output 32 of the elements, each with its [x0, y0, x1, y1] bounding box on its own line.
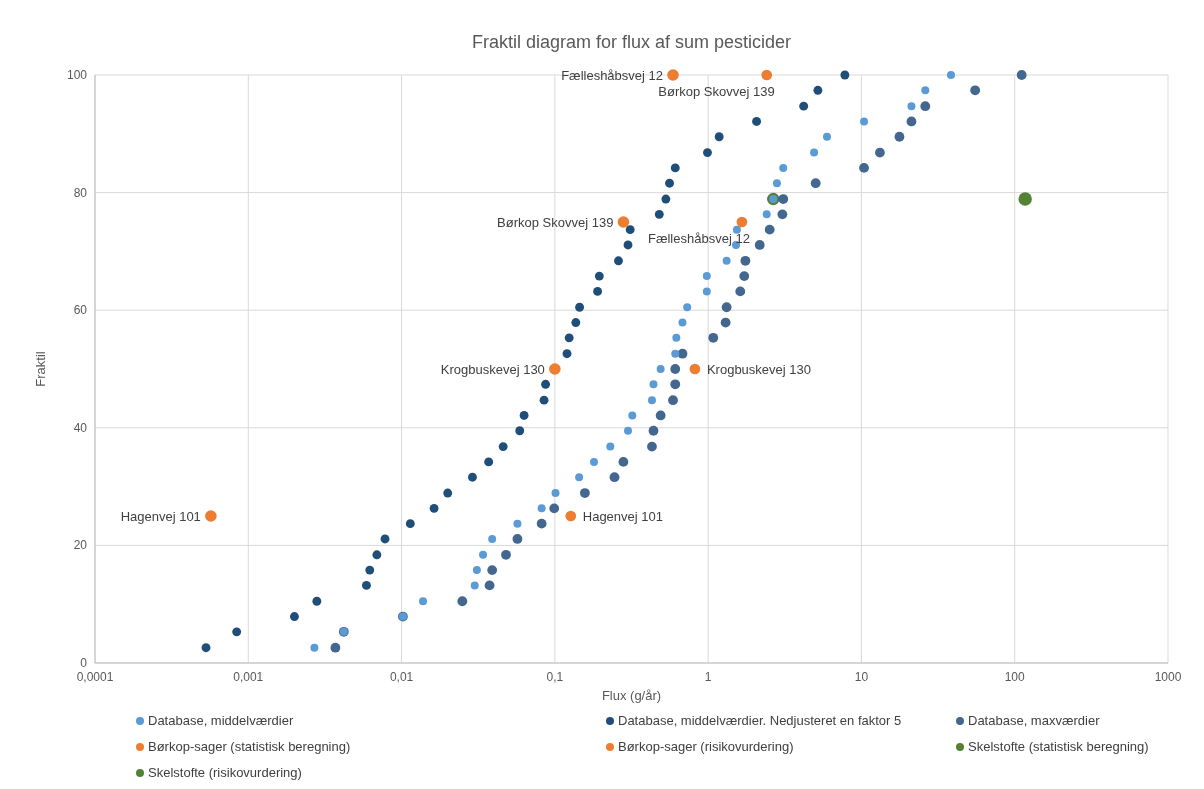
x-tick-label: 1 — [704, 670, 712, 684]
legend-label: Børkop-sager (statistisk beregning) — [148, 739, 351, 754]
y-tick-label: 40 — [73, 420, 88, 435]
annotation: Krogbuskevej 130 — [440, 362, 545, 377]
annotation: Hagenvej 101 — [120, 509, 201, 524]
annotation: Fælleshåbsvej 12 — [561, 68, 664, 83]
legend-label: Database, middelværdier. Nedjusteret en faktor 5 — [618, 713, 902, 728]
legend-label: Børkop-sager (risikovurdering) — [618, 739, 794, 754]
legend-label: Database, middelværdier — [148, 713, 294, 728]
y-axis-title: Fraktil — [33, 351, 48, 387]
annotation: Fælleshåbsvej 12 — [647, 231, 750, 246]
y-tick-label: 80 — [73, 185, 88, 200]
x-tick-label: 0,001 — [233, 670, 264, 684]
chart-title: Fraktil diagram for flux af sum pesticider — [471, 32, 792, 52]
y-tick-label: 100 — [66, 68, 88, 82]
x-tick-label: 10 — [854, 670, 869, 684]
annotation: Krogbuskevej 130 — [706, 362, 812, 377]
x-axis-title: Flux (g/år) — [601, 688, 662, 703]
x-tick-label: 0,1 — [546, 670, 564, 684]
y-tick-label: 60 — [73, 303, 88, 318]
annotation: Hagenvej 101 — [582, 509, 663, 524]
x-tick-label: 0,01 — [389, 670, 414, 684]
y-tick-label: 0 — [80, 656, 88, 670]
legend-label: Skelstofte (risikovurdering) — [148, 765, 302, 780]
x-tick-label: 100 — [1004, 670, 1026, 684]
legend-label: Skelstofte (statistisk beregning) — [968, 739, 1149, 754]
legend-label: Database, maxværdier — [968, 713, 1101, 728]
annotation: Børkop Skovvej 139 — [658, 84, 775, 99]
y-tick-label: 20 — [73, 538, 88, 553]
x-tick-label: 0,0001 — [76, 670, 114, 684]
annotation: Børkop Skovvej 139 — [497, 215, 614, 230]
x-tick-label: 1000 — [1154, 670, 1182, 684]
